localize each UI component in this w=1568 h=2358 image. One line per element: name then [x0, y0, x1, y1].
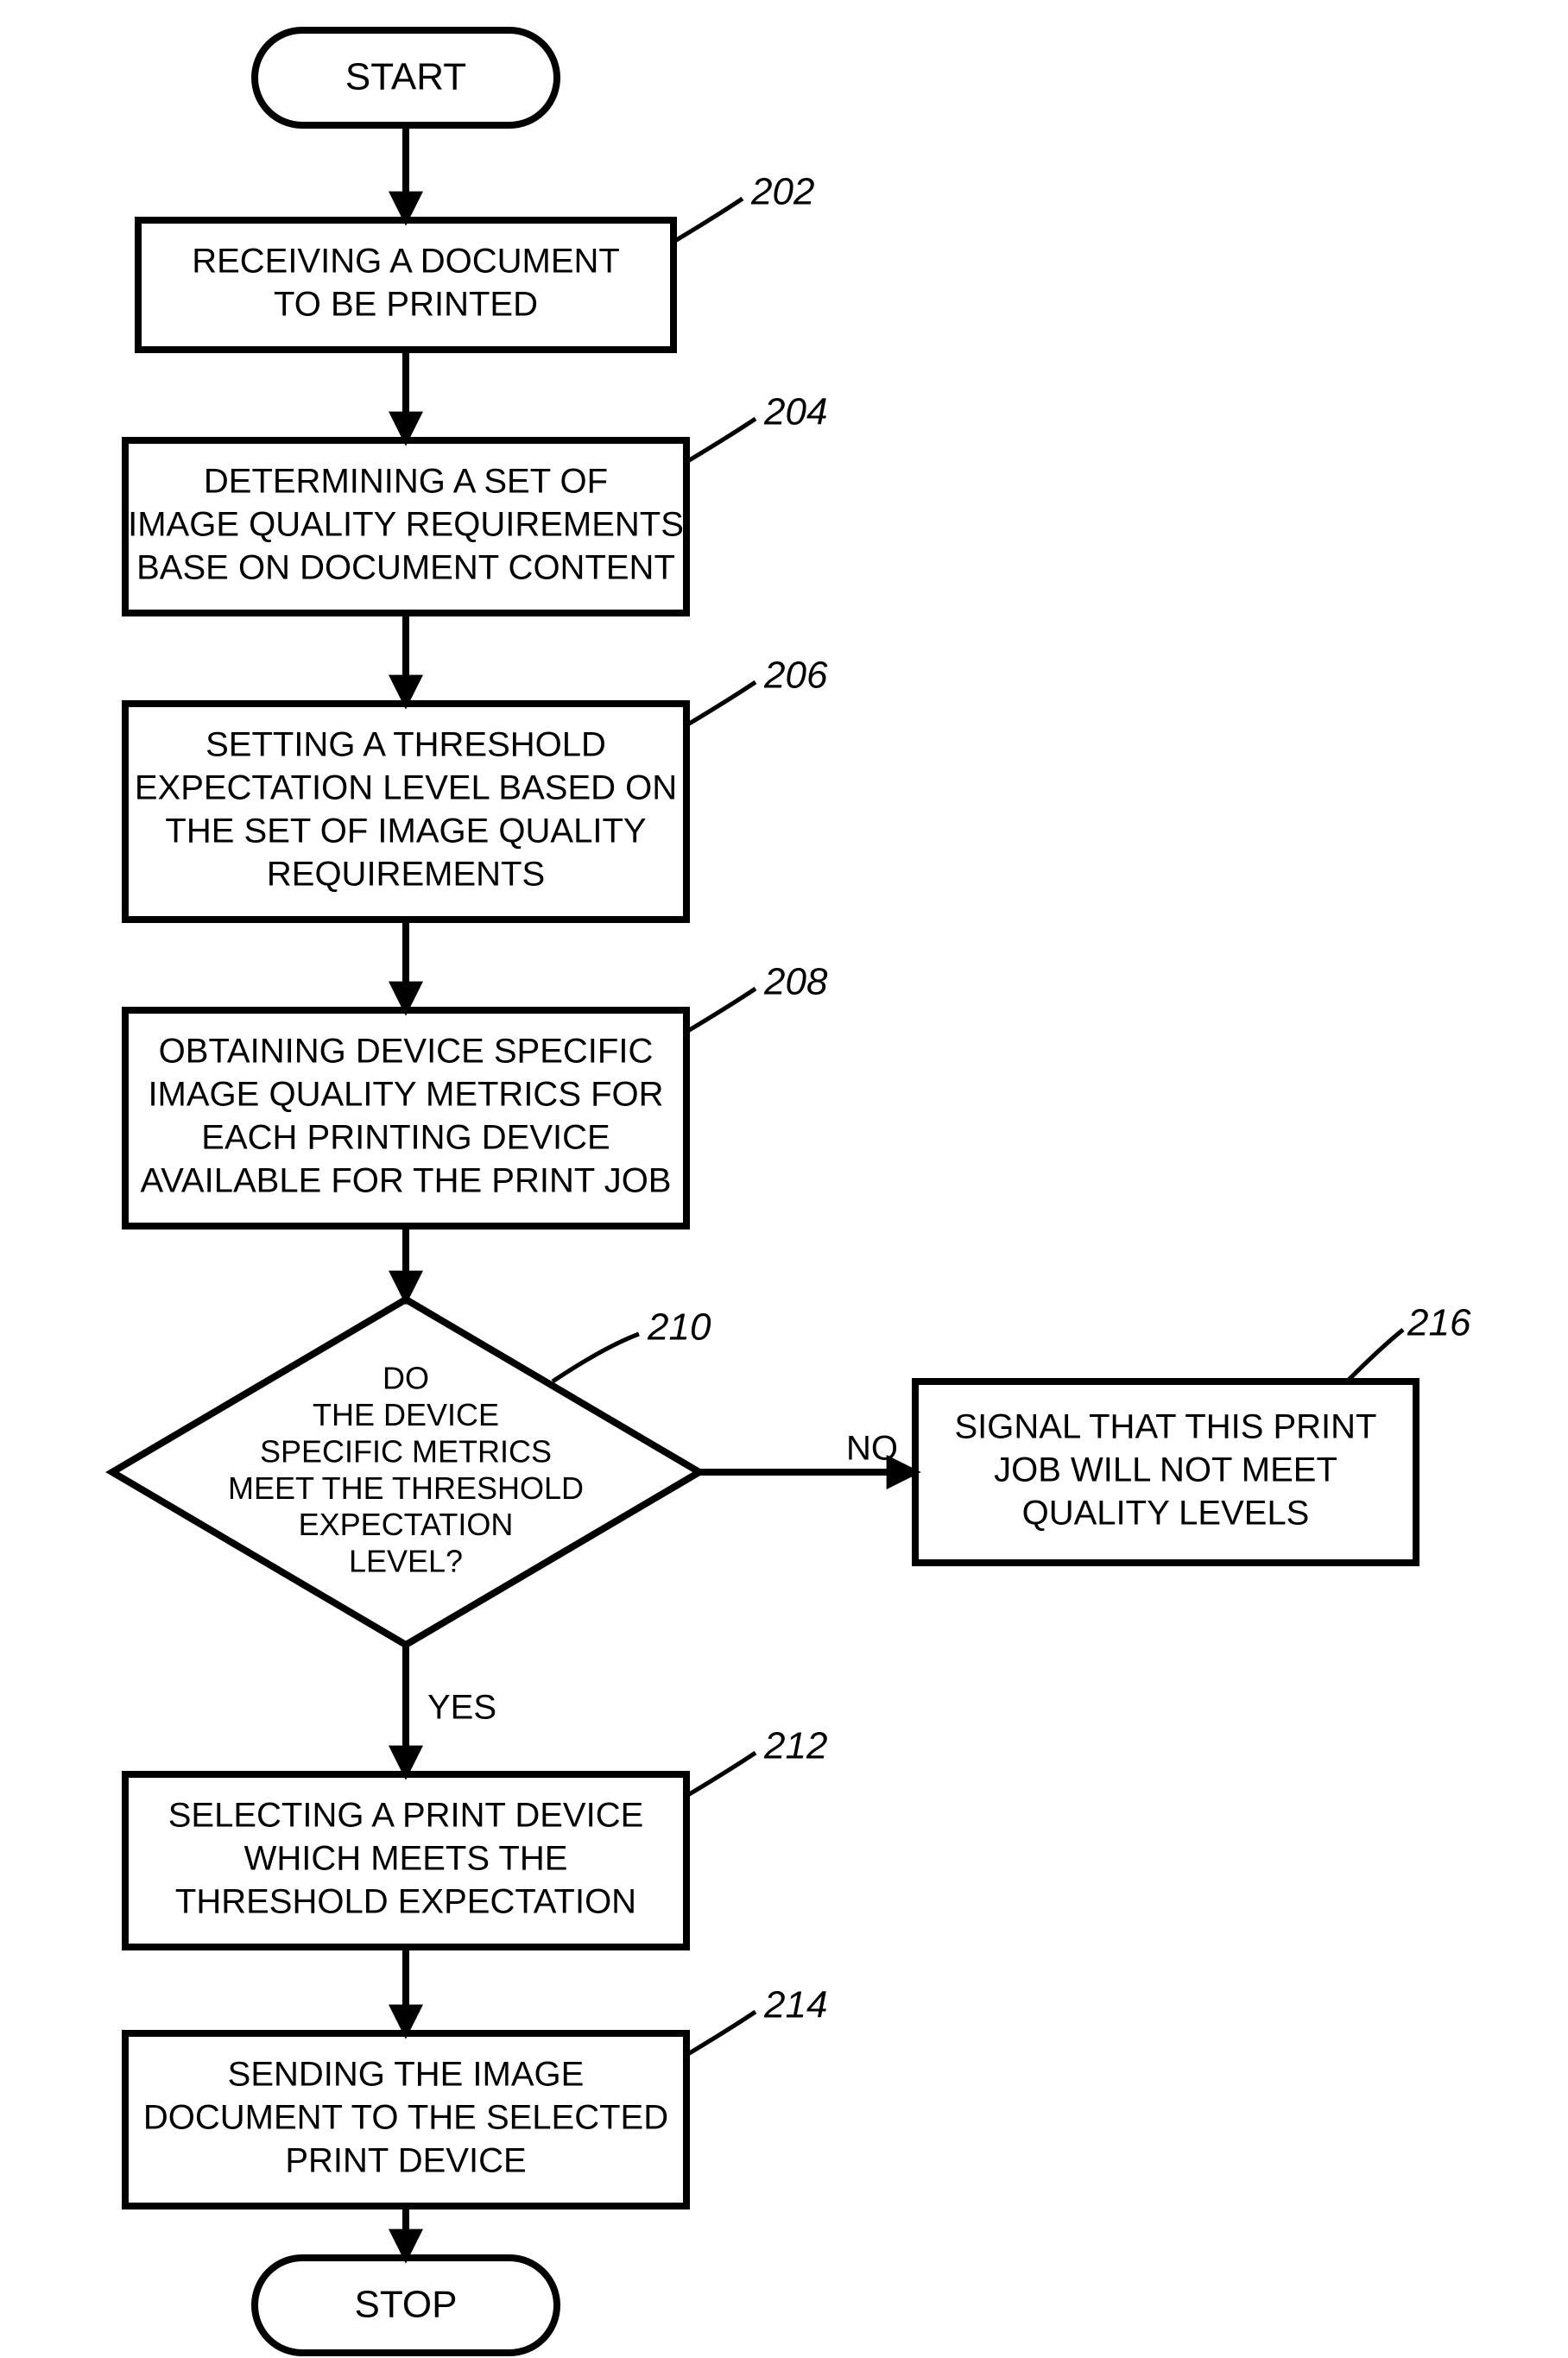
- n214-line-2: PRINT DEVICE: [285, 2142, 526, 2180]
- n206-line-2: THE SET OF IMAGE QUALITY: [165, 812, 646, 850]
- n210-line-3: MEET THE THRESHOLD: [228, 1470, 584, 1506]
- n214-ref-leader: [686, 2012, 756, 2055]
- n210-line-2: SPECIFIC METRICS: [260, 1433, 552, 1469]
- n202-ref-label: 202: [750, 171, 814, 213]
- n210-line-0: DO: [383, 1360, 429, 1395]
- n206-line-3: REQUIREMENTS: [267, 856, 545, 894]
- n204-ref-label: 204: [763, 391, 827, 433]
- n206-line-0: SETTING A THRESHOLD: [205, 726, 606, 764]
- n210-line-4: EXPECTATION: [299, 1507, 514, 1542]
- n208-line-2: EACH PRINTING DEVICE: [201, 1119, 610, 1157]
- n202-line-1: TO BE PRINTED: [274, 286, 538, 324]
- n204-line-1: IMAGE QUALITY REQUIREMENTS: [128, 506, 684, 544]
- n208-line-0: OBTAINING DEVICE SPECIFIC: [159, 1033, 654, 1071]
- n216-ref-label: 216: [1407, 1302, 1471, 1344]
- n208-ref-leader: [686, 989, 756, 1032]
- n216-ref-leader: [1347, 1330, 1403, 1381]
- n204-line-2: BASE ON DOCUMENT CONTENT: [136, 549, 675, 587]
- n216-line-2: QUALITY LEVELS: [1022, 1495, 1310, 1533]
- n208-ref-label: 208: [763, 961, 828, 1003]
- start-label: START: [345, 56, 466, 98]
- n202-line-0: RECEIVING A DOCUMENT: [192, 243, 620, 281]
- edge-6-label: NO: [846, 1430, 898, 1468]
- n214-line-0: SENDING THE IMAGE: [228, 2056, 585, 2094]
- n212-line-2: THRESHOLD EXPECTATION: [175, 1883, 636, 1921]
- n202-ref-leader: [673, 199, 743, 242]
- n214-ref-label: 214: [763, 1984, 827, 2026]
- n210-ref-label: 210: [647, 1306, 711, 1349]
- n206-ref-leader: [686, 682, 756, 725]
- n204-line-0: DETERMINING A SET OF: [204, 463, 608, 501]
- stop-label: STOP: [354, 2284, 457, 2326]
- n214-line-1: DOCUMENT TO THE SELECTED: [143, 2099, 668, 2137]
- n210-line-1: THE DEVICE: [313, 1397, 499, 1432]
- n208-line-3: AVAILABLE FOR THE PRINT JOB: [141, 1162, 672, 1200]
- n216-line-1: JOB WILL NOT MEET: [994, 1451, 1337, 1489]
- n216-line-0: SIGNAL THAT THIS PRINT: [955, 1408, 1377, 1446]
- n206-ref-label: 206: [763, 654, 828, 697]
- n204-ref-leader: [686, 419, 756, 462]
- n212-ref-label: 212: [763, 1725, 827, 1767]
- n212-line-1: WHICH MEETS THE: [244, 1840, 568, 1878]
- n212-line-0: SELECTING A PRINT DEVICE: [168, 1797, 644, 1835]
- n210-ref-leader: [553, 1334, 639, 1381]
- edge-5-label: YES: [427, 1689, 496, 1727]
- n208-line-1: IMAGE QUALITY METRICS FOR: [148, 1076, 663, 1114]
- n210-line-5: LEVEL?: [349, 1544, 463, 1579]
- n206-line-1: EXPECTATION LEVEL BASED ON: [135, 769, 677, 807]
- n212-ref-leader: [686, 1753, 756, 1796]
